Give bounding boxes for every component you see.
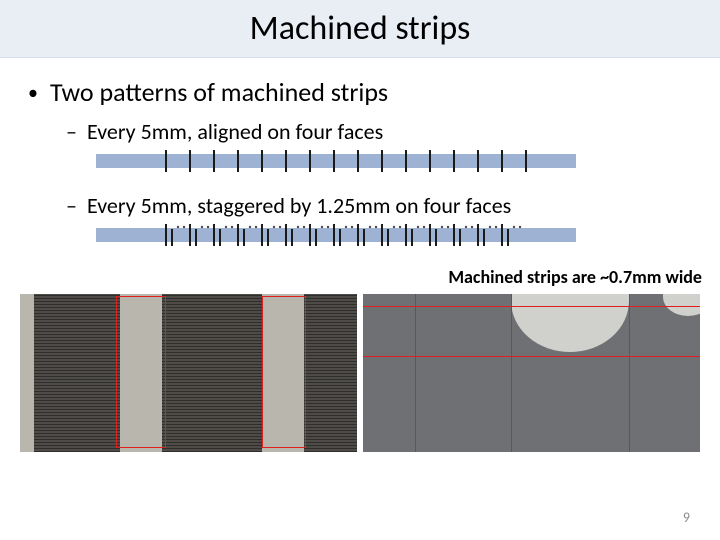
bullet-main: • Two patterns of machined strips xyxy=(28,76,692,108)
photo-left xyxy=(20,294,357,452)
bullet-main-text: Two patterns of machined strips xyxy=(50,76,388,108)
measurement-box xyxy=(262,296,306,448)
measure-line-h xyxy=(363,356,700,357)
photo-caption: Machined strips are ~0.7mm wide xyxy=(0,266,720,288)
staggered-strip-svg xyxy=(96,223,576,247)
measure-line-v xyxy=(629,294,630,452)
slide-title: Machined strips xyxy=(250,8,471,49)
title-band: Machined strips xyxy=(0,0,720,58)
dash-icon: – xyxy=(66,118,77,145)
sub-bullet-1-text: Every 5mm, aligned on four faces xyxy=(87,118,383,145)
diagram-aligned xyxy=(96,149,692,178)
measure-line-h xyxy=(363,306,700,307)
diagram-staggered xyxy=(96,223,692,252)
content-area: • Two patterns of machined strips – Ever… xyxy=(0,58,720,252)
crack-region xyxy=(663,294,700,316)
dash-icon: – xyxy=(66,192,77,219)
sub-bullet-2: – Every 5mm, staggered by 1.25mm on four… xyxy=(66,192,692,219)
machined-strip xyxy=(20,294,34,452)
photo-row xyxy=(0,294,720,452)
crack-region xyxy=(511,294,629,352)
sub-bullet-2-text: Every 5mm, staggered by 1.25mm on four f… xyxy=(87,192,511,219)
bullet-dot-icon: • xyxy=(28,83,38,103)
measure-line-v xyxy=(415,294,416,452)
page-number: 9 xyxy=(683,509,690,526)
sub-bullet-1: – Every 5mm, aligned on four faces xyxy=(66,118,692,145)
photo-right xyxy=(363,294,700,452)
hatch-texture xyxy=(20,294,357,452)
aligned-strip-svg xyxy=(96,149,576,173)
measure-line-v xyxy=(511,294,512,452)
measurement-box xyxy=(116,296,166,448)
